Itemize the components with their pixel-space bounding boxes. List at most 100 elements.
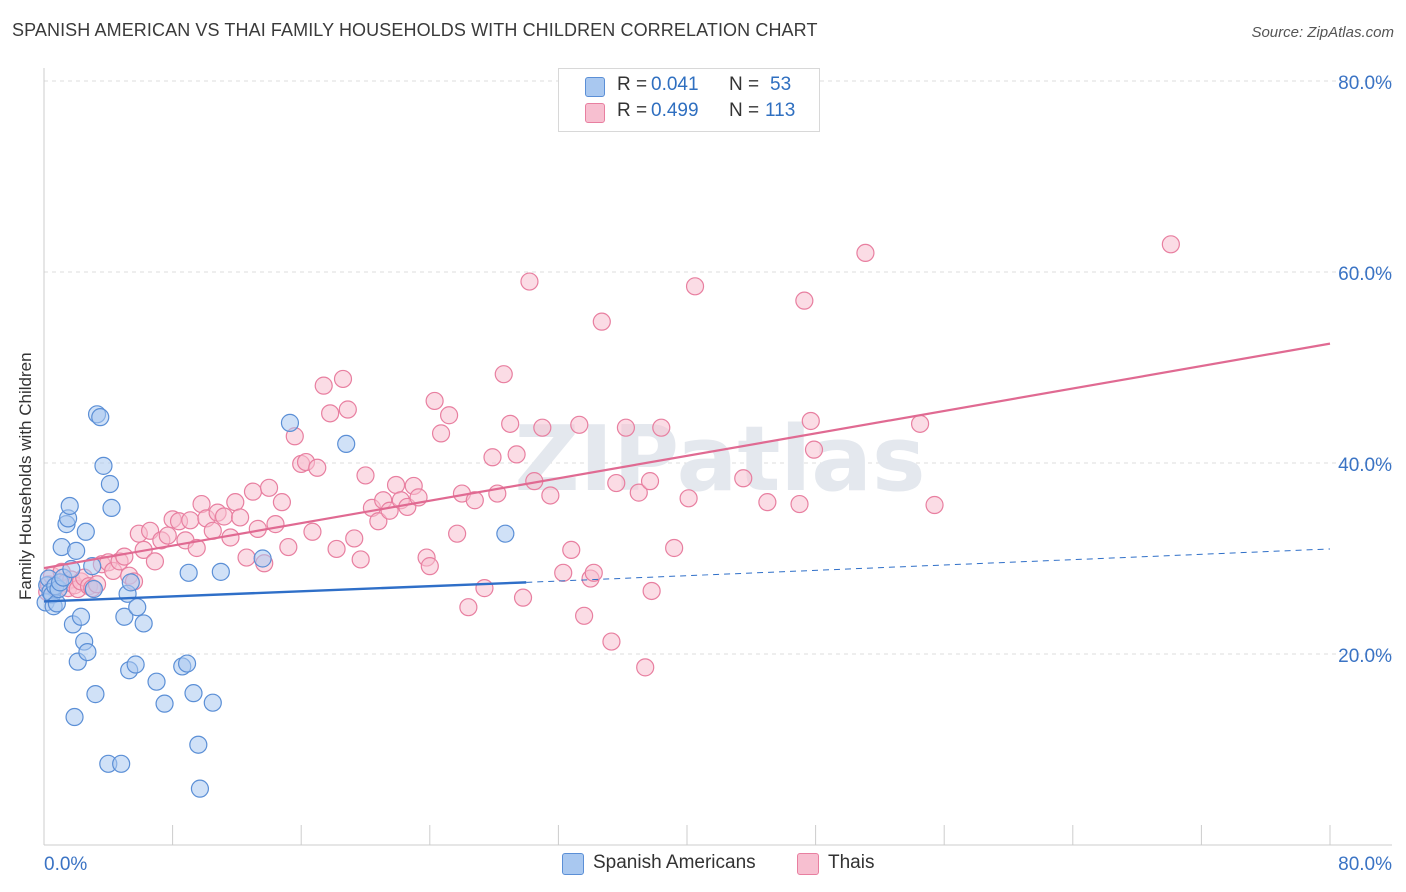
spanish-american-point	[190, 779, 210, 798]
bottom-legend-swatch-thais	[797, 853, 819, 875]
legend-swatch-thais	[585, 103, 605, 123]
chart-title: SPANISH AMERICAN VS THAI FAMILY HOUSEHOL…	[12, 20, 818, 40]
thai-point	[448, 524, 467, 543]
axes	[43, 68, 1392, 846]
thai-point	[356, 466, 375, 485]
spanish-american-point	[147, 672, 166, 691]
spanish-american-point	[203, 693, 222, 712]
spanish-american-trend-extension	[526, 548, 1331, 583]
legend-r-label: R =	[617, 100, 648, 121]
thai-point	[158, 526, 177, 545]
spanish-american-point	[60, 496, 79, 516]
spanish-american-point	[71, 607, 91, 626]
x-tick-label: 80.0%	[1338, 854, 1392, 875]
thai-point	[494, 365, 513, 384]
thai-point	[925, 495, 944, 515]
y-tick-label: 40.0%	[1338, 455, 1392, 476]
thai-point	[554, 563, 573, 582]
thai-point	[327, 539, 346, 559]
x-tick-label: 0.0%	[44, 854, 87, 875]
thai-point	[351, 550, 370, 569]
thai-trend-line	[43, 342, 1331, 570]
spanish-american-point	[94, 456, 113, 475]
thai-point	[665, 538, 684, 558]
thai-point	[570, 415, 589, 434]
legend-swatch-spanish-americans	[585, 77, 605, 97]
thai-point	[425, 391, 444, 411]
thai-point	[181, 511, 200, 530]
spanish-american-point	[100, 474, 120, 494]
thai-point	[520, 272, 539, 291]
thai-point	[308, 458, 327, 477]
thai-point	[734, 469, 753, 488]
thai-point	[345, 529, 364, 548]
spanish-american-point	[83, 557, 102, 576]
legend-n-value: 53	[770, 74, 792, 95]
legend: R = 0.041 N = 53 R = 0.499 N = 113	[558, 68, 820, 132]
thai-point	[856, 243, 875, 262]
thai-point	[145, 552, 165, 571]
thai-point	[231, 508, 250, 527]
legend-n-label: N =	[729, 100, 760, 121]
thai-point	[272, 493, 292, 512]
thai-point	[187, 538, 206, 558]
thai-point	[575, 606, 594, 625]
spanish-american-point	[65, 707, 84, 727]
thai-point	[420, 557, 439, 576]
spanish-american-point	[84, 579, 103, 599]
thai-point	[475, 579, 494, 598]
thai-point	[431, 424, 451, 443]
thai-point	[338, 400, 357, 419]
thai-point	[592, 312, 611, 331]
thai-point	[333, 369, 353, 389]
thai-point	[607, 473, 626, 493]
spanish-american-point	[86, 685, 105, 704]
spanish-american-point	[253, 549, 272, 568]
thai-point	[602, 632, 621, 651]
spanish-american-point	[91, 408, 110, 427]
spanish-american-point	[126, 655, 145, 674]
thai-point	[758, 493, 777, 512]
thai-point	[1161, 235, 1180, 254]
y-tick-label: 20.0%	[1338, 646, 1392, 667]
thai-point	[314, 376, 333, 395]
thai-point	[439, 406, 459, 425]
spanish-american-point	[121, 573, 140, 592]
thai-point	[266, 515, 285, 534]
thai-point	[652, 418, 671, 437]
legend-r-value: 0.041	[651, 74, 699, 95]
trend-lines	[43, 342, 1331, 603]
spanish-american-point	[155, 694, 174, 713]
spanish-american-point	[67, 541, 86, 560]
thai-point	[465, 491, 484, 510]
bottom-legend-swatch-spanish-americans	[562, 853, 584, 875]
legend-n-value: 113	[765, 100, 796, 121]
thai-point	[507, 445, 526, 464]
thai-point	[679, 489, 698, 508]
spanish-american-point	[280, 413, 300, 432]
spanish-american-point	[134, 614, 153, 633]
spanish-american-point	[102, 498, 121, 517]
thai-point	[910, 414, 930, 433]
thai-point	[801, 411, 820, 431]
source-label: Source: ZipAtlas.com	[1251, 24, 1394, 41]
bottom-legend-label-spanish-americans: Spanish Americans	[593, 852, 756, 873]
spanish-american-points	[36, 405, 515, 798]
thai-point	[369, 512, 388, 531]
spanish-american-point	[115, 607, 134, 626]
thai-point	[640, 472, 660, 491]
thai-point	[642, 581, 661, 601]
legend-r-label: R =	[617, 74, 648, 95]
spanish-american-point	[128, 598, 147, 617]
spanish-american-point	[189, 735, 208, 754]
legend-n-label: N =	[729, 74, 760, 95]
thai-point	[115, 547, 134, 566]
thai-point	[584, 563, 603, 582]
thai-point	[533, 418, 552, 437]
spanish-american-point	[496, 524, 515, 543]
y-tick-label: 60.0%	[1338, 264, 1392, 285]
spanish-american-point	[78, 642, 97, 662]
spanish-american-point	[76, 522, 95, 541]
spanish-american-point	[177, 654, 197, 673]
thai-point	[795, 291, 814, 310]
